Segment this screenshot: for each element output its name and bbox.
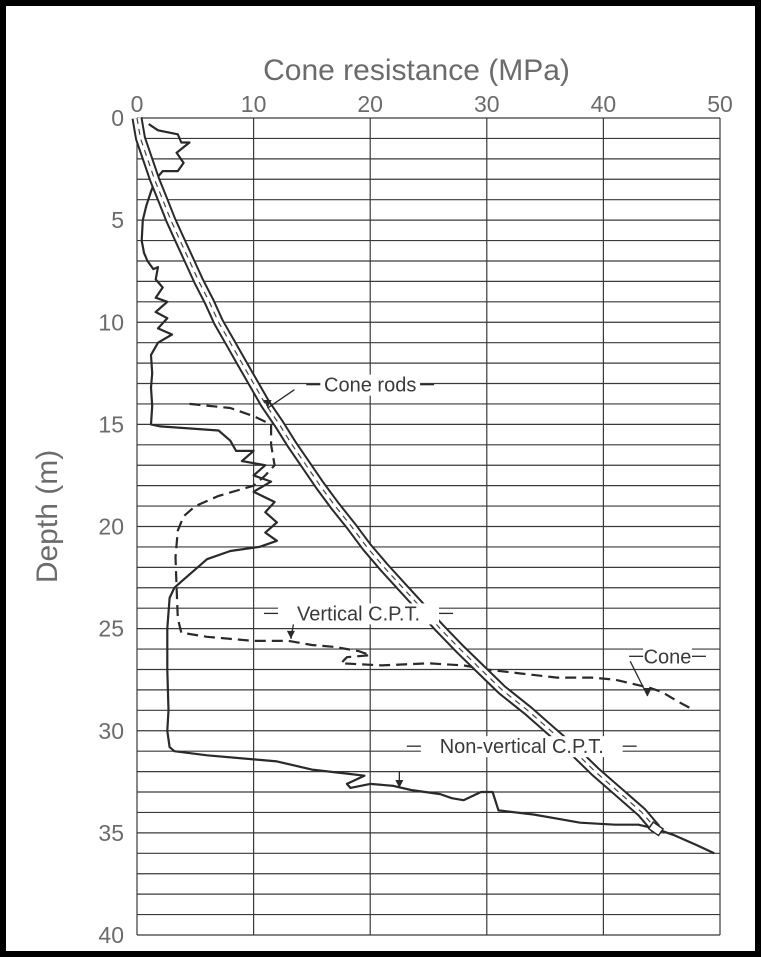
y-tick-label: 0 bbox=[111, 105, 124, 131]
non-vertical-series-line bbox=[140, 123, 715, 855]
y-tick-label: 40 bbox=[98, 922, 124, 948]
cone-rods-annotation: Cone rods bbox=[324, 375, 416, 397]
cone-rods-centerline bbox=[136, 117, 657, 830]
grid bbox=[136, 117, 721, 936]
y-tick-label: 10 bbox=[98, 309, 124, 335]
y-tick-label: 5 bbox=[111, 207, 124, 233]
x-tick-label: 40 bbox=[591, 91, 617, 117]
x-tick-label: 0 bbox=[131, 91, 144, 117]
non-vertical-leader-arrow bbox=[395, 779, 404, 788]
vertical-series-line bbox=[174, 402, 695, 712]
x-tick-label: 50 bbox=[707, 91, 733, 117]
y-tick-label: 20 bbox=[98, 514, 124, 540]
cone-tip bbox=[647, 821, 665, 837]
cone-rods-label-bg bbox=[320, 374, 421, 396]
non-vertical-annotation: Non-vertical C.P.T. bbox=[440, 736, 604, 758]
vertical-label-bg bbox=[278, 603, 440, 625]
y-tick-label: 15 bbox=[98, 411, 124, 437]
y-tick-label: 25 bbox=[98, 616, 124, 642]
cone-annotation: Cone bbox=[644, 646, 692, 668]
vertical-annotation: Vertical C.P.T. bbox=[297, 603, 420, 625]
annotation-group: Cone rods Vertical C.P.T. Cone Non-vertical… bbox=[263, 374, 706, 788]
x-tick-label: 30 bbox=[474, 91, 500, 117]
x-axis-title: Cone resistance (MPa) bbox=[263, 54, 570, 87]
series-group bbox=[131, 117, 715, 855]
non-vertical-label-bg bbox=[420, 736, 623, 758]
cone-leader-arrow bbox=[643, 688, 652, 697]
x-tick-label: 20 bbox=[357, 91, 383, 117]
cone-rods-fill bbox=[133, 117, 659, 832]
y-tick-label: 30 bbox=[98, 718, 124, 744]
x-tick-label: 10 bbox=[241, 91, 267, 117]
cone-leader-line bbox=[629, 661, 649, 697]
y-axis-title: Depth (m) bbox=[31, 450, 64, 583]
cone-label-bg bbox=[643, 646, 692, 668]
tick-labels: 0 10 20 30 40 50 0 5 10 15 20 25 30 35 40 bbox=[98, 91, 732, 948]
cone-rods-leader-line bbox=[267, 389, 295, 409]
cone-rods-outline bbox=[131, 117, 661, 833]
vertical-leader-arrow bbox=[286, 630, 295, 639]
cone-rods-leader-arrow bbox=[263, 400, 272, 409]
y-tick-label: 35 bbox=[98, 820, 124, 846]
